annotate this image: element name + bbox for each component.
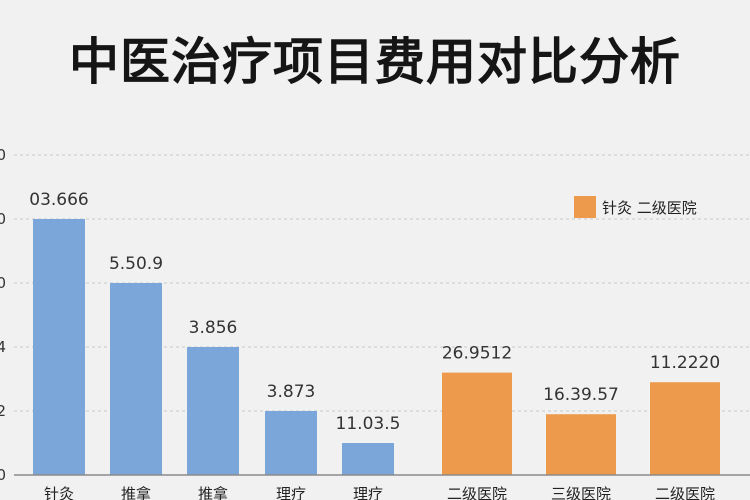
x-tick-label: 理疗 <box>276 485 306 500</box>
data-label: 11.03.5 <box>336 414 401 434</box>
x-tick-label: 针灸 <box>44 485 74 500</box>
data-label: 16.39.57 <box>543 385 619 405</box>
x-tick-label: 三级医院 <box>551 485 611 500</box>
x-tick-label: 推拿 <box>121 485 151 500</box>
data-label: 5.50.9 <box>109 254 163 274</box>
bar <box>342 443 394 475</box>
data-label: 11.2220 <box>650 353 720 373</box>
data-label: 26.9512 <box>442 344 512 364</box>
y-tick-label: 2 <box>0 402 6 420</box>
bar <box>442 372 512 475</box>
bar <box>110 283 162 475</box>
bar <box>33 219 85 475</box>
bar <box>650 382 720 475</box>
x-tick-label: 推拿 <box>198 485 228 500</box>
legend-swatch <box>574 196 596 218</box>
bar <box>187 347 239 475</box>
legend: 针灸 二级医院 <box>574 196 697 218</box>
data-label: 03.666 <box>29 190 88 210</box>
bar <box>546 414 616 475</box>
y-tick-label: 0 <box>0 466 6 484</box>
x-tick-label: 二级医院 <box>655 485 715 500</box>
x-tick-label: 理疗 <box>353 485 383 500</box>
legend-label: 针灸 二级医院 <box>602 198 697 217</box>
y-tick-label: 4 <box>0 338 6 356</box>
data-label: 3.873 <box>267 382 316 402</box>
y-tick-label: 0 <box>0 146 6 164</box>
x-tick-label: 二级医院 <box>447 485 507 500</box>
bar <box>265 411 317 475</box>
y-tick-label: 0 <box>0 210 6 228</box>
chart-title: 中医治疗项目费用对比分析 <box>69 33 681 91</box>
y-tick-label: 0 <box>0 274 6 292</box>
data-label: 3.856 <box>189 318 238 338</box>
